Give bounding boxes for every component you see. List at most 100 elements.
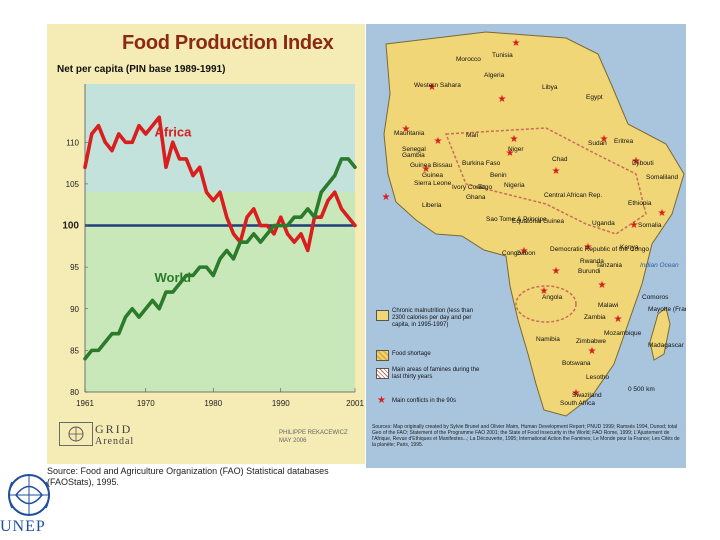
country-label: Kenya xyxy=(620,244,639,251)
country-label: Eritrea xyxy=(614,138,634,145)
country-label: Gambia xyxy=(402,152,425,159)
chart-title: Food Production Index xyxy=(122,32,334,54)
country-label: Mauritania xyxy=(394,130,425,137)
africa-map: ★★★★★★★★★★★★★ ★★★★★★★★★ xyxy=(382,31,685,417)
africa-map-panel: ★ ★ ★ ★ ★ ★ ★ ★ ★ ★ ★ ★ ★ ★ ★ ★ ★ ★ ★ ★ ★ ★ Chronic malnutrit… xyxy=(366,24,686,468)
source-note: Source: Food and Agriculture Organizatio… xyxy=(47,466,329,487)
conflict-star-icon: ★ xyxy=(600,134,609,145)
country-label: Swaziland xyxy=(572,392,602,399)
legend-conflict-star-icon: ★ xyxy=(377,395,386,406)
country-label: Somaliland xyxy=(646,174,679,181)
y-tick-label: 80 xyxy=(70,388,79,397)
country-label: Libya xyxy=(542,84,558,91)
x-tick-label: 1980 xyxy=(204,399,222,408)
series-label-world: World xyxy=(155,270,192,285)
chart-subtitle: Net per capita (PIN base 1989-1991) xyxy=(57,64,226,75)
conflict-star-icon: ★ xyxy=(428,82,437,93)
plot-background-top xyxy=(85,84,355,192)
y-tick-label: 110 xyxy=(66,138,79,147)
country-label: Sao Tome & Principe xyxy=(486,216,547,223)
y-tick-label: 90 xyxy=(70,305,79,314)
country-label: Ivory Coast xyxy=(452,184,485,191)
country-label: Zambia xyxy=(584,314,606,321)
country-label: Equatorial Guinea xyxy=(512,218,565,225)
country-label: Lesotho xyxy=(586,374,610,381)
country-label: Liberia xyxy=(422,202,442,209)
country-label: Tanzania xyxy=(596,262,623,269)
conflict-star-icon: ★ xyxy=(520,246,529,257)
grid-logo: GRID xyxy=(95,422,133,436)
famine-areas xyxy=(444,127,647,235)
legend-famine-swatch xyxy=(376,368,389,379)
country-label: Algeria xyxy=(484,72,505,79)
x-tick-label: 1970 xyxy=(137,399,155,408)
country-label: South Africa xyxy=(560,400,596,407)
conflict-star-icon: ★ xyxy=(572,388,581,399)
conflict-star-icon: ★ xyxy=(588,346,597,357)
country-label: Benin xyxy=(490,172,507,179)
map-credit: PHILIPPE REKACEWICZ MAY 2006 xyxy=(279,430,348,444)
arendal-logo: Arendal xyxy=(95,436,135,447)
conflict-star-icon: ★ xyxy=(506,148,515,159)
x-tick-label: 1961 xyxy=(76,399,94,408)
food-production-chart: 80 85 90 95 100 105 110 1961 1970 1980 1990 2001 Afr… xyxy=(62,84,364,408)
series-label-africa: Africa xyxy=(155,124,193,139)
country-label: Madagascar xyxy=(648,342,684,349)
country-label: Tunisia xyxy=(492,52,513,59)
conflict-markers: ★★★★★★★★★★★★★ ★★★★★★★★★ xyxy=(382,38,667,399)
famine-area-south xyxy=(515,285,577,323)
country-label: Togo xyxy=(478,184,493,191)
conflict-star-icon: ★ xyxy=(402,124,411,135)
country-label: Mozambique xyxy=(604,330,642,337)
conflict-star-icon: ★ xyxy=(510,134,519,145)
conflict-star-icon: ★ xyxy=(658,208,667,219)
country-label: Burundi xyxy=(578,268,601,275)
country-label: Morocco xyxy=(456,56,481,63)
country-label: Mali xyxy=(466,132,478,139)
madagascar-island xyxy=(649,307,671,361)
country-label: Egypt xyxy=(586,94,603,101)
country-label: Sierra Leone xyxy=(414,180,452,187)
series-line-world xyxy=(83,157,357,361)
conflict-star-icon: ★ xyxy=(434,136,443,147)
conflict-star-icon: ★ xyxy=(614,314,623,325)
map-scale: 0 500 km xyxy=(628,386,655,393)
y-tick-label: 100 xyxy=(62,221,79,232)
legend-shortage: Food shortage xyxy=(392,351,431,357)
y-tick-label: 105 xyxy=(66,180,80,189)
un-emblem-icon xyxy=(59,422,93,446)
country-label: Congo xyxy=(502,250,522,257)
series-line-africa xyxy=(83,115,357,253)
country-label: Comoros xyxy=(642,294,669,301)
conflict-star-icon: ★ xyxy=(498,94,507,105)
map-sources: Sources: Map originally created by Sylvi… xyxy=(372,424,680,448)
y-tick-label: 85 xyxy=(70,346,79,355)
country-label: Ghana xyxy=(466,194,486,201)
conflict-star-icon: ★ xyxy=(552,266,561,277)
legend-chronic-swatch xyxy=(376,310,389,321)
country-label: Somalia xyxy=(638,222,662,229)
conflict-star-icon: ★ xyxy=(632,156,641,167)
country-label: Djibouti xyxy=(632,160,654,167)
conflict-star-icon: ★ xyxy=(422,164,431,175)
country-label: Guinea xyxy=(422,172,443,179)
unep-logo-text: UNEP xyxy=(0,518,46,535)
country-label: Western Sahara xyxy=(414,82,461,89)
conflict-star-icon: ★ xyxy=(552,166,561,177)
country-label: Angola xyxy=(542,294,563,301)
country-label: Ethiopia xyxy=(628,200,652,207)
country-label: Indian Ocean xyxy=(640,262,679,269)
conflict-star-icon: ★ xyxy=(598,280,607,291)
country-label: Mayotte (France) xyxy=(648,306,686,313)
legend-shortage-swatch xyxy=(376,350,389,361)
country-label: Nigeria xyxy=(504,182,525,189)
country-label: Democratic Republic of the Congo xyxy=(550,246,649,253)
country-label: Gabon xyxy=(516,250,536,257)
conflict-star-icon: ★ xyxy=(540,286,549,297)
x-tick-label: 1990 xyxy=(272,399,290,408)
africa-landmass xyxy=(383,31,685,417)
country-label: Burkina Faso xyxy=(462,160,501,167)
conflict-star-icon: ★ xyxy=(630,220,639,231)
y-tick-label: 95 xyxy=(70,263,79,272)
conflict-star-icon: ★ xyxy=(382,192,391,203)
